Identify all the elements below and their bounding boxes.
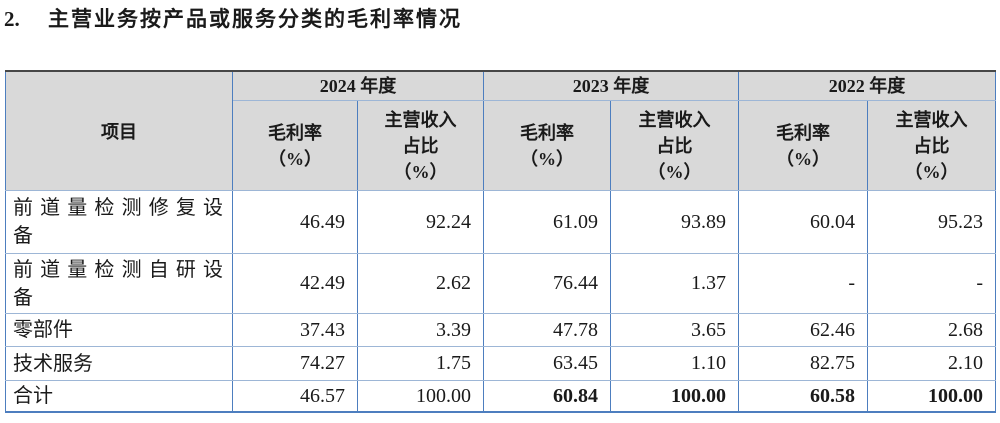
subheader-row: 毛利率 （%） 主营收入 占比 （%） 毛利率 （%） 主营收入 占比 （%） … [6, 100, 996, 191]
year-header-2024: 2024 年度 [232, 70, 484, 101]
value-cell: 2.10 [867, 346, 996, 381]
subheader-revenue-share-2023: 主营收入 占比 （%） [610, 100, 739, 191]
subheader-revenue-share-2024: 主营收入 占比 （%） [357, 100, 484, 191]
value-cell: 1.75 [357, 346, 484, 381]
value-cell: 100.00 [867, 380, 996, 413]
section-heading: 2. 主营业务按产品或服务分类的毛利率情况 [4, 6, 1000, 32]
value-cell: 93.89 [610, 190, 739, 254]
value-cell: 3.39 [357, 313, 484, 347]
row-item-name: 前道量检测自研设备 [5, 253, 233, 314]
value-cell: 60.58 [738, 380, 868, 413]
section-number: 2. [4, 7, 20, 31]
row-item-name-line: 技术服务 [13, 352, 93, 375]
row-item-name-line: 合计 [13, 385, 53, 407]
value-cell: 61.09 [483, 190, 611, 254]
value-cell: 47.78 [483, 313, 611, 347]
item-column-header: 项目 [5, 70, 233, 191]
subheader-gross-margin-2023: 毛利率 （%） [483, 100, 611, 191]
table-body: 前道量检测修复设备 46.49 92.24 61.09 93.89 60.04 95.23 前… [5, 190, 996, 413]
value-cell: 2.68 [867, 313, 996, 347]
year-header-2023: 2023 年度 [483, 70, 739, 101]
value-cell: 46.49 [232, 190, 358, 254]
table-row: 技术服务 74.27 1.75 63.45 1.10 82.75 2.10 [5, 346, 996, 381]
value-cell: 92.24 [357, 190, 484, 254]
subheader-gross-margin-2022: 毛利率 （%） [738, 100, 868, 191]
value-cell: 100.00 [610, 380, 739, 413]
subheader-revenue-share-2022: 主营收入 占比 （%） [867, 100, 996, 191]
table-row: 零部件 37.43 3.39 47.78 3.65 62.46 2.68 [5, 313, 996, 347]
value-cell: 76.44 [483, 253, 611, 314]
row-item-name: 合计 [5, 380, 233, 413]
value-cell: - [738, 253, 868, 314]
table-row: 前道量检测自研设备 42.49 2.62 76.44 1.37- - [5, 253, 996, 314]
value-cell: 37.43 [232, 313, 358, 347]
row-item-name-line: 备 [13, 225, 33, 247]
year-header-2022: 2022 年度 [738, 70, 996, 101]
value-cell: 2.62 [357, 253, 484, 314]
value-cell: 1.37 [610, 253, 739, 314]
value-cell: 42.49 [232, 253, 358, 314]
section-title: 主营业务按产品或服务分类的毛利率情况 [48, 7, 462, 31]
table-row: 前道量检测修复设备 46.49 92.24 61.09 93.89 60.04 95.23 [5, 190, 996, 254]
value-cell: 63.45 [483, 346, 611, 381]
value-cell: 60.04 [738, 190, 868, 254]
value-cell: - [867, 253, 996, 314]
row-item-name-line: 备 [13, 286, 33, 309]
row-item-name: 技术服务 [5, 346, 233, 381]
value-cell: 46.57 [232, 380, 358, 413]
row-item-name-line: 零部件 [13, 319, 73, 341]
row-item-name-line: 前道量检测修复设 [13, 197, 223, 219]
value-cell: 62.46 [738, 313, 868, 347]
subheader-gross-margin-2024: 毛利率 （%） [232, 100, 358, 191]
row-item-name-line: 前道量检测自研设 [13, 258, 223, 281]
gross-margin-table: 项目 2024 年度 2023 年度 2022 年度 毛利率 （%） 主营收入 … [5, 70, 996, 413]
value-cell: 82.75 [738, 346, 868, 381]
table-row: 合计 46.57 100.00 60.84 100.00 60.58 100.00 [5, 380, 996, 413]
value-cell: 3.65 [610, 313, 739, 347]
value-cell: 95.23 [867, 190, 996, 254]
value-cell: 100.00 [357, 380, 484, 413]
row-item-name: 前道量检测修复设备 [5, 190, 233, 254]
value-cell: 1.10 [610, 346, 739, 381]
year-header-row: 项目 2024 年度 2023 年度 2022 年度 [5, 70, 996, 191]
value-cell: 60.84 [483, 380, 611, 413]
document-page: 2. 主营业务按产品或服务分类的毛利率情况 项目 2024 年度 2023 年度 … [0, 6, 1000, 423]
value-cell: 74.27 [232, 346, 358, 381]
row-item-name: 零部件 [5, 313, 233, 347]
